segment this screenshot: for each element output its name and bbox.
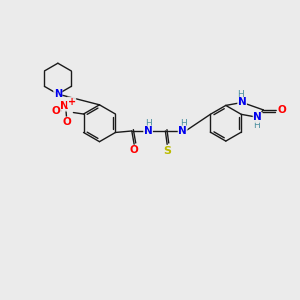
Text: H: H	[237, 90, 244, 99]
Text: N: N	[60, 101, 69, 111]
Text: N: N	[178, 126, 187, 136]
Text: N: N	[54, 89, 62, 99]
Text: O: O	[51, 106, 60, 116]
Text: S: S	[163, 146, 171, 156]
Text: O: O	[277, 105, 286, 115]
Text: H: H	[145, 119, 152, 128]
Text: N: N	[144, 126, 152, 136]
Text: N: N	[253, 112, 262, 122]
Text: H: H	[180, 119, 187, 128]
Text: O: O	[130, 145, 139, 155]
Text: +: +	[68, 97, 76, 107]
Text: N: N	[238, 98, 247, 107]
Text: O: O	[62, 117, 71, 127]
Text: H: H	[253, 121, 260, 130]
